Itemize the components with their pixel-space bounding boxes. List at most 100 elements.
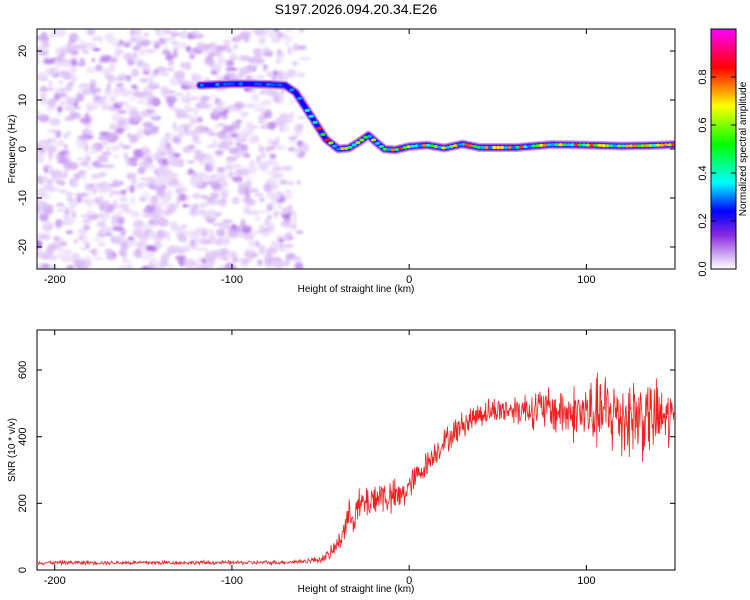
noise-blob xyxy=(292,213,298,222)
frequency-track-core xyxy=(207,83,213,87)
noise-blob xyxy=(210,41,217,51)
noise-blob xyxy=(57,236,64,244)
noise-blob xyxy=(277,32,283,38)
noise-blob xyxy=(262,111,273,119)
frequency-track-core xyxy=(589,143,595,147)
noise-blob xyxy=(85,242,90,249)
noise-blob xyxy=(122,259,134,264)
noise-blob xyxy=(284,188,292,197)
noise-blob xyxy=(148,201,155,207)
noise-blob xyxy=(263,50,274,57)
noise-blob xyxy=(233,266,238,269)
noise-blob xyxy=(76,63,87,67)
frequency-track-core xyxy=(624,144,630,148)
noise-blob xyxy=(155,202,168,207)
noise-blob xyxy=(298,57,311,61)
noise-blob xyxy=(277,204,283,209)
frequency-track-core xyxy=(585,143,591,147)
frequency-track-core xyxy=(324,138,330,142)
noise-blob xyxy=(54,48,63,55)
frequency-track-core xyxy=(246,82,252,86)
frequency-track-core xyxy=(339,147,345,151)
noise-blob xyxy=(256,244,266,249)
noise-blob xyxy=(266,206,272,211)
noise-blob xyxy=(37,109,41,117)
noise-blob xyxy=(42,174,48,183)
noise-blob xyxy=(253,230,263,234)
noise-blob xyxy=(173,46,179,51)
noise-blob xyxy=(133,91,144,98)
noise-blob xyxy=(170,32,182,36)
noise-blob xyxy=(66,131,72,135)
noise-blob xyxy=(150,126,159,134)
noise-blob xyxy=(151,72,160,77)
noise-blob xyxy=(121,124,131,130)
noise-blob xyxy=(262,64,268,69)
noise-blob xyxy=(45,144,55,150)
noise-blob xyxy=(155,188,166,197)
noise-blob xyxy=(100,56,111,63)
noise-blob xyxy=(184,99,191,104)
frequency-track-core xyxy=(647,143,654,148)
noise-blob xyxy=(131,68,140,78)
noise-blob xyxy=(81,160,90,167)
frequency-track-core xyxy=(402,146,408,150)
frequency-track-core xyxy=(608,144,615,148)
noise-blob xyxy=(272,172,284,179)
noise-blob xyxy=(271,35,282,44)
frequency-track-core xyxy=(628,144,634,148)
noise-blob xyxy=(159,149,166,153)
noise-blob xyxy=(165,132,170,137)
noise-blob xyxy=(275,73,282,77)
noise-blob xyxy=(167,59,175,66)
frequency-track-core xyxy=(234,82,240,86)
noise-blob xyxy=(165,68,175,72)
noise-blob xyxy=(283,195,294,199)
snr-frame xyxy=(36,329,676,571)
noise-blob xyxy=(221,114,229,120)
noise-blob xyxy=(250,93,260,103)
frequency-track-core xyxy=(667,143,673,147)
noise-blob xyxy=(78,170,83,178)
noise-blob xyxy=(47,98,57,107)
noise-blob xyxy=(95,87,102,94)
frequency-track-core xyxy=(374,141,380,145)
spectrogram-x-tick-label: -200 xyxy=(44,274,66,286)
colorbar-label: Normalized spectral amplitude xyxy=(738,81,749,216)
noise-blob xyxy=(144,67,152,72)
noise-blob xyxy=(174,92,184,97)
frequency-track-core xyxy=(476,145,482,149)
noise-blob xyxy=(121,246,129,251)
noise-blob xyxy=(276,146,284,151)
frequency-track-core xyxy=(386,147,392,151)
noise-blob xyxy=(81,50,90,54)
noise-blob xyxy=(166,234,171,242)
noise-blobs xyxy=(37,29,311,269)
noise-blob xyxy=(228,72,238,80)
frequency-track-core xyxy=(562,143,568,147)
noise-blob xyxy=(138,48,150,55)
noise-blob xyxy=(86,129,94,137)
noise-blob xyxy=(65,191,74,197)
frequency-track-core xyxy=(394,147,400,152)
noise-blob xyxy=(269,153,277,160)
noise-blob xyxy=(226,49,233,53)
frequency-track-core xyxy=(277,83,283,87)
frequency-track-core xyxy=(367,134,373,138)
noise-blob xyxy=(117,142,125,148)
noise-blob xyxy=(220,197,227,203)
noise-blob xyxy=(77,38,84,44)
frequency-track-core xyxy=(359,138,365,142)
noise-blob xyxy=(49,33,57,38)
noise-blob xyxy=(193,149,202,154)
noise-blob xyxy=(97,241,106,247)
noise-blob xyxy=(126,160,136,166)
noise-blob xyxy=(264,218,270,227)
noise-blob xyxy=(121,207,130,211)
noise-blob xyxy=(99,203,105,212)
noise-blob xyxy=(180,230,191,235)
noise-blob xyxy=(206,55,213,63)
noise-blob xyxy=(120,227,126,237)
noise-blob xyxy=(274,234,286,240)
noise-blob xyxy=(109,123,116,130)
